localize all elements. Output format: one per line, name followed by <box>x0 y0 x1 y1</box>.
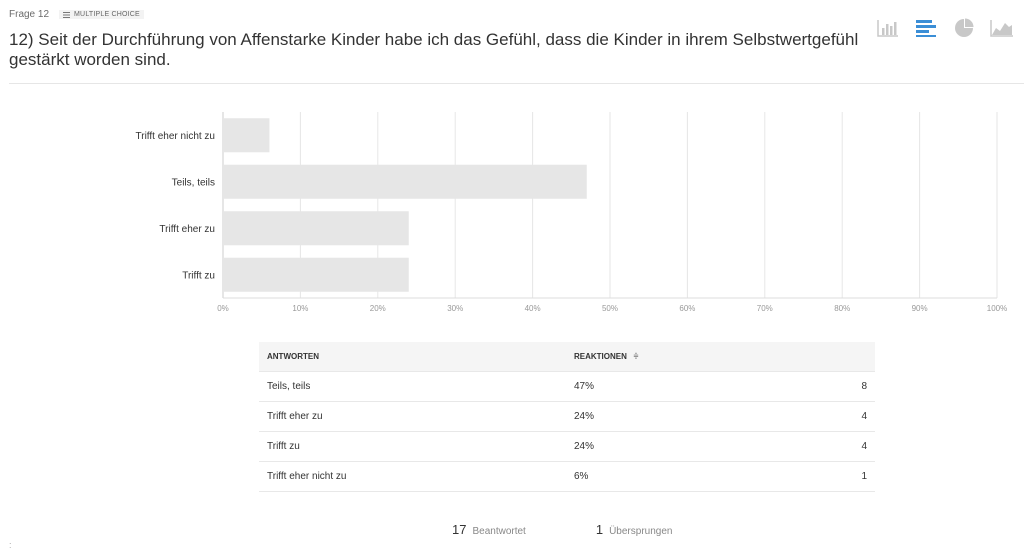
answer-cell: Trifft eher nicht zu <box>259 461 566 492</box>
question-meta: Frage 12 MULTIPLE CHOICE <box>9 9 144 20</box>
category-label: Trifft eher nicht zu <box>136 131 215 142</box>
percent-cell: 24% <box>566 431 811 462</box>
horizontal-bar-chart-icon <box>916 20 936 37</box>
response-totals: 17 Beantwortet 1 Übersprungen <box>452 522 672 537</box>
answered-count: 17 <box>452 522 467 537</box>
responses-header-label: REAKTIONEN <box>574 352 627 361</box>
responses-table: ANTWORTEN REAKTIONEN ≑ Teils, teils 47% … <box>259 342 875 492</box>
vertical-bar-view-button[interactable] <box>875 17 901 39</box>
percent-cell: 47% <box>566 371 811 402</box>
area-view-button[interactable] <box>989 17 1015 39</box>
x-tick-label: 40% <box>525 304 541 313</box>
category-label: Trifft eher zu <box>159 224 215 235</box>
percent-cell: 24% <box>566 401 811 432</box>
percent-cell: 6% <box>566 461 811 492</box>
x-tick-label: 50% <box>602 304 618 313</box>
x-tick-label: 100% <box>987 304 1007 313</box>
count-cell: 4 <box>810 401 875 432</box>
horizontal-bar-view-button[interactable] <box>913 17 939 39</box>
list-icon <box>63 11 71 18</box>
vertical-bar-chart-icon <box>877 20 898 37</box>
answer-cell: Trifft zu <box>259 431 566 462</box>
x-tick-label: 0% <box>217 304 229 313</box>
x-tick-label: 90% <box>912 304 928 313</box>
skipped-count: 1 <box>595 522 604 537</box>
x-tick-label: 60% <box>679 304 695 313</box>
table-row: Trifft eher nicht zu 6% 1 <box>259 461 875 492</box>
answer-cell: Teils, teils <box>259 371 566 402</box>
bar <box>223 257 409 292</box>
pie-chart-icon <box>955 18 974 37</box>
category-label: Trifft zu <box>182 270 215 281</box>
answer-cell: Trifft eher zu <box>259 401 566 432</box>
x-tick-label: 80% <box>834 304 850 313</box>
x-tick-label: 10% <box>292 304 308 313</box>
count-cell: 4 <box>810 431 875 462</box>
answers-column-header: ANTWORTEN <box>259 342 566 372</box>
question-number: Frage 12 <box>9 9 50 20</box>
count-cell: 8 <box>810 371 875 402</box>
answered-total: 17 Beantwortet <box>452 522 526 537</box>
table-row: Trifft eher zu 24% 4 <box>259 401 875 432</box>
table-header-row: ANTWORTEN REAKTIONEN ≑ <box>259 342 875 372</box>
table-row: Teils, teils 47% 8 <box>259 371 875 402</box>
bar <box>223 211 409 246</box>
x-tick-label: 70% <box>757 304 773 313</box>
bar <box>223 118 270 153</box>
pie-view-button[interactable] <box>951 17 977 39</box>
question-type-badge: MULTIPLE CHOICE <box>59 10 144 19</box>
x-tick-label: 20% <box>370 304 386 313</box>
x-tick-label: 30% <box>447 304 463 313</box>
answers-header-label: ANTWORTEN <box>267 352 319 361</box>
count-column-header <box>810 342 875 372</box>
answered-label: Beantwortet <box>472 526 526 537</box>
category-label: Teils, teils <box>172 177 215 188</box>
area-chart-icon <box>990 20 1013 37</box>
response-bar-chart: 0% 10% 20% 30% 40% 50% 60% 70% 80% 90% 100% Trifft … <box>136 112 1007 313</box>
question-title: 12) Seit der Durchführung von Affenstark… <box>9 30 859 69</box>
header-divider <box>9 83 1024 84</box>
count-cell: 1 <box>810 461 875 492</box>
corner-mark: : <box>9 540 12 550</box>
skipped-total: 1 Übersprungen <box>596 522 673 537</box>
chart-view-switcher <box>875 17 1015 39</box>
question-type-label: MULTIPLE CHOICE <box>74 11 140 18</box>
sort-icon[interactable]: ≑ <box>633 352 639 360</box>
table-row: Trifft zu 24% 4 <box>259 431 875 462</box>
responses-column-header[interactable]: REAKTIONEN ≑ <box>566 342 811 372</box>
bar <box>223 164 587 199</box>
skipped-label: Übersprungen <box>609 526 673 537</box>
